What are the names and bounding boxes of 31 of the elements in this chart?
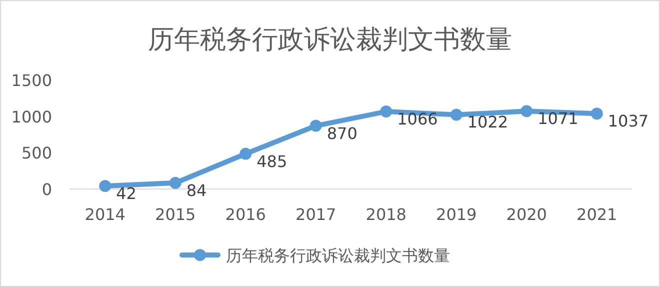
x-tick-label: 2018 [366, 205, 406, 224]
title: 历年税务行政诉讼裁判文书数量 [148, 25, 512, 55]
data-label: 485 [256, 152, 288, 171]
x-tick-label: 2015 [155, 205, 196, 224]
point [240, 148, 252, 160]
data-label: 1066 [397, 110, 438, 129]
data-label: 42 [116, 184, 136, 203]
point [380, 106, 392, 118]
point [520, 105, 533, 118]
data-label: 870 [326, 124, 358, 143]
x-tick-label: 2014 [84, 205, 126, 224]
legend: 历年税务行政诉讼裁判文书数量 [180, 246, 450, 265]
x-tick-label: 2019 [436, 205, 477, 224]
x-tick-label: 2020 [506, 205, 547, 224]
point [590, 108, 603, 120]
y-tick-label: 0 [42, 180, 52, 199]
x-tick-label: 2021 [576, 205, 618, 224]
data-label: 84 [186, 180, 207, 200]
data-label: 1022 [467, 112, 508, 132]
point [310, 120, 322, 132]
y-tick-label: 1500 [11, 71, 52, 90]
data-label: 1037 [608, 112, 649, 131]
point [169, 176, 182, 189]
data-label: 1071 [538, 109, 578, 128]
point [450, 108, 462, 121]
legend-label: 历年税务行政诉讼裁判文书数量 [226, 246, 450, 265]
point [99, 180, 112, 192]
y-tick-label: 500 [21, 144, 52, 163]
x-tick-label: 2017 [296, 205, 336, 224]
x-tick-label: 2016 [225, 205, 266, 224]
y-tick-label: 1000 [11, 107, 52, 126]
